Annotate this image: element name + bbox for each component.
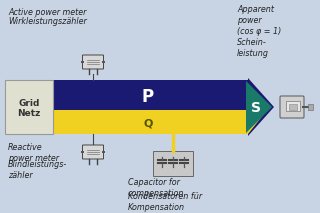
Bar — [153, 151, 193, 176]
Text: Wirkleistungszähler: Wirkleistungszähler — [8, 17, 87, 26]
Bar — [52, 80, 248, 110]
Text: Blindleistungs-
zähler: Blindleistungs- zähler — [8, 160, 67, 180]
Bar — [102, 61, 105, 63]
Polygon shape — [246, 81, 272, 133]
Bar — [289, 104, 297, 110]
Text: Grid: Grid — [18, 98, 40, 108]
Bar — [81, 151, 84, 153]
Bar — [81, 61, 84, 63]
Bar — [5, 80, 53, 134]
Bar — [52, 110, 248, 134]
Text: Kondensatoren für
Kompensation: Kondensatoren für Kompensation — [128, 192, 202, 212]
Polygon shape — [52, 80, 272, 134]
Bar — [308, 104, 313, 110]
Text: Q: Q — [143, 118, 153, 128]
Text: Capacitor for
compensation: Capacitor for compensation — [128, 178, 185, 198]
Text: Active power meter: Active power meter — [8, 8, 86, 17]
Polygon shape — [248, 78, 274, 136]
Bar — [102, 151, 105, 153]
Text: P: P — [142, 88, 154, 106]
Text: Schein-
leistung: Schein- leistung — [237, 38, 269, 58]
Text: Reactive
power meter: Reactive power meter — [8, 143, 59, 163]
Polygon shape — [248, 109, 268, 134]
FancyBboxPatch shape — [280, 96, 304, 118]
FancyBboxPatch shape — [83, 55, 103, 69]
FancyBboxPatch shape — [83, 145, 103, 159]
Text: Apparent
power
(cos φ = 1): Apparent power (cos φ = 1) — [237, 5, 281, 36]
Bar — [286, 101, 300, 111]
Text: S: S — [251, 101, 261, 115]
Text: Netz: Netz — [17, 108, 41, 118]
